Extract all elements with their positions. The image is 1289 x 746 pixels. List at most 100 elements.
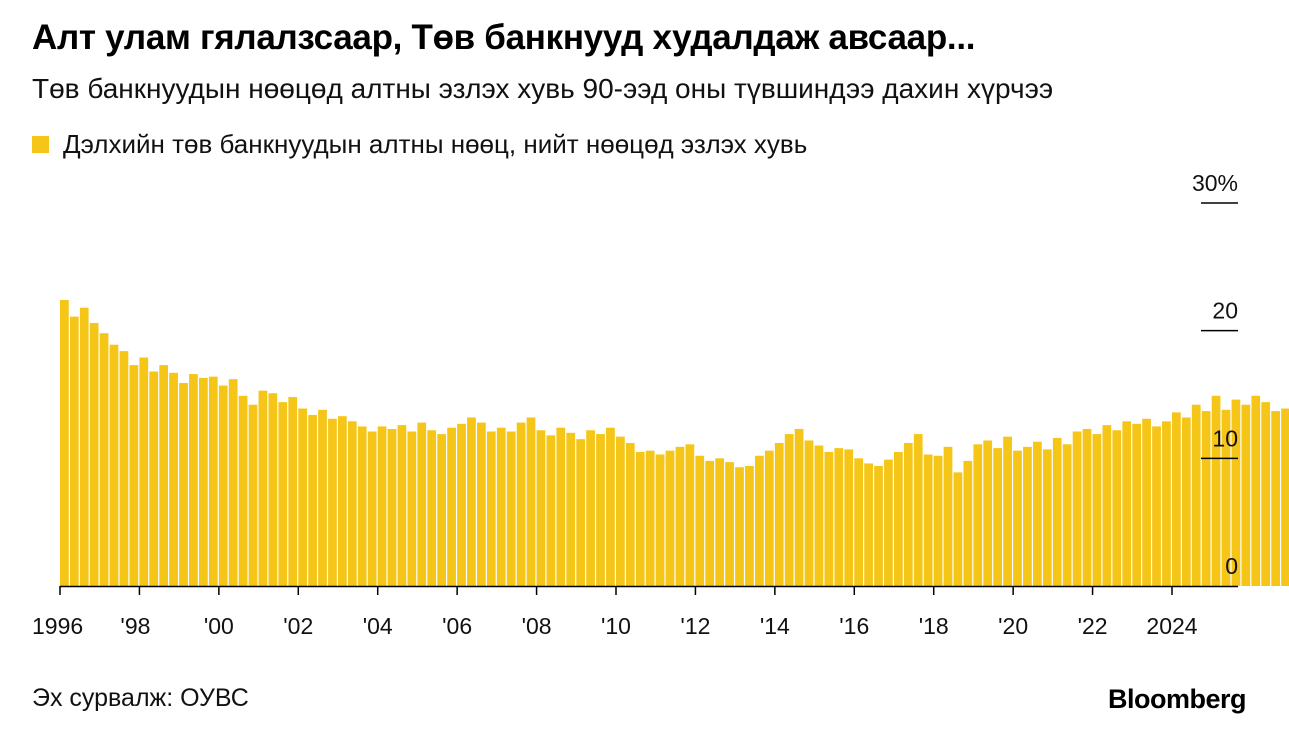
bar: [755, 455, 764, 586]
bar: [427, 430, 437, 586]
x-tick-label: '06: [442, 613, 472, 639]
bar: [903, 443, 913, 586]
bar: [328, 418, 337, 586]
x-tick-label: '04: [363, 613, 393, 639]
x-tick-label: '16: [839, 613, 869, 639]
bar: [834, 448, 844, 586]
x-tick-label: '10: [601, 613, 631, 639]
bar: [973, 444, 983, 586]
bar: [784, 434, 794, 586]
bar: [675, 446, 685, 586]
bar: [854, 458, 864, 586]
bar: [1102, 425, 1112, 586]
bar: [486, 431, 496, 586]
bar: [109, 344, 119, 586]
bar: [1003, 436, 1012, 586]
y-tick-label: 30%: [1192, 170, 1238, 196]
bar: [1201, 411, 1211, 586]
bar: [983, 440, 993, 586]
x-tick-label: '12: [680, 613, 710, 639]
bar: [179, 383, 188, 586]
bar: [238, 395, 248, 586]
bar: [864, 463, 873, 586]
legend-swatch: [32, 135, 49, 153]
bar: [1112, 430, 1122, 586]
x-tick-label: '20: [998, 613, 1028, 639]
bar: [923, 454, 933, 586]
bar: [645, 450, 655, 586]
y-tick-label: 10: [1212, 425, 1238, 451]
bar: [1211, 395, 1221, 586]
bar: [1181, 417, 1191, 586]
bar: [844, 449, 854, 586]
bar: [1172, 412, 1181, 586]
bar: [278, 402, 288, 586]
bar: [457, 423, 466, 586]
bar: [496, 427, 506, 586]
bar: [377, 426, 387, 586]
bar: [943, 446, 953, 586]
bar: [199, 377, 208, 586]
x-tick-label: '02: [283, 613, 313, 639]
bar: [208, 376, 218, 586]
bar: [99, 333, 109, 586]
bar: [318, 409, 327, 586]
bloomberg-logo: Bloomberg: [1108, 684, 1247, 714]
bar: [725, 462, 734, 586]
chart-subtitle: Төв банкнуудын нөөцөд алтны эзлэх хувь 9…: [32, 73, 1054, 104]
legend: Дэлхийн төв банкнуудын алтны нөөц, нийт …: [32, 128, 807, 160]
bar: [1042, 449, 1052, 586]
bar: [1251, 395, 1261, 586]
x-tick-label: '08: [522, 613, 552, 639]
bar: [387, 428, 397, 586]
bar: [764, 450, 774, 586]
bar: [536, 430, 546, 586]
bar: [655, 454, 665, 586]
bar: [1142, 418, 1151, 586]
bar: [576, 439, 586, 586]
bar: [874, 465, 883, 586]
bar: [745, 465, 754, 586]
bar: [1191, 404, 1201, 586]
bar: [566, 432, 576, 586]
bar: [228, 379, 238, 586]
bar: [735, 467, 744, 586]
bar: [705, 460, 715, 586]
bar: [248, 404, 258, 586]
bar: [1033, 441, 1042, 586]
bar: [1281, 408, 1289, 586]
bar: [556, 427, 566, 586]
bar: [1132, 423, 1142, 586]
bar: [367, 431, 377, 586]
bar: [1152, 426, 1161, 586]
bar: [774, 443, 784, 586]
bar: [1013, 450, 1022, 586]
x-tick-label: '22: [1078, 613, 1108, 639]
bar: [546, 435, 556, 586]
bar: [506, 431, 516, 586]
bar: [1072, 431, 1082, 586]
bar: [1162, 421, 1171, 586]
y-tick-label: 0: [1225, 553, 1238, 579]
bar: [467, 417, 476, 586]
bar: [407, 431, 417, 586]
bar: [695, 455, 705, 586]
bar: [1231, 399, 1241, 586]
bar: [1082, 428, 1092, 586]
bar: [804, 440, 814, 586]
bar: [129, 365, 139, 586]
bar: [635, 451, 645, 586]
bar: [218, 385, 228, 586]
bar: [884, 459, 893, 586]
bar: [913, 434, 923, 586]
bar: [60, 300, 69, 586]
bar: [298, 408, 308, 586]
bar: [814, 445, 824, 586]
bar: [993, 448, 1003, 586]
x-tick-label: 1996: [32, 613, 83, 639]
bar: [258, 390, 268, 586]
bar: [1023, 446, 1032, 586]
x-tick-label: '14: [760, 613, 790, 639]
bar: [616, 436, 625, 586]
